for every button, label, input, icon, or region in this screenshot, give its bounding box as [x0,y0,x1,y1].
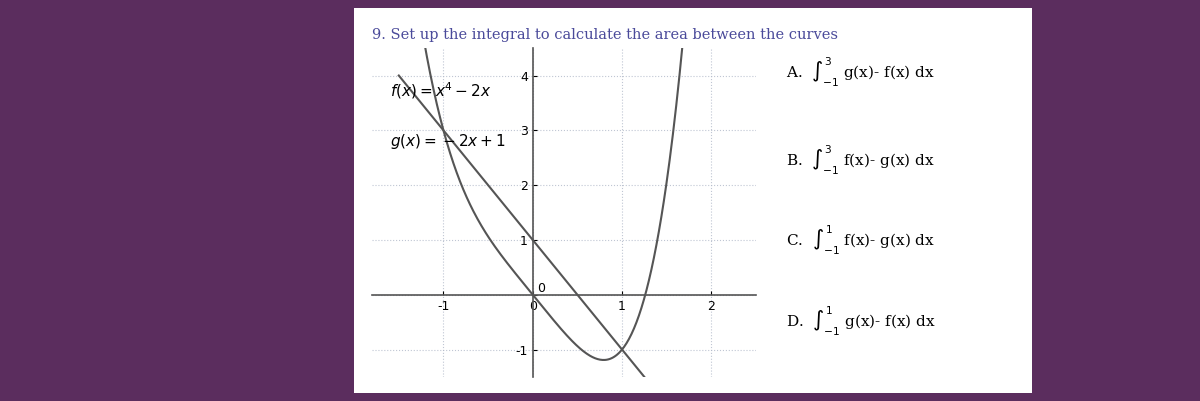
Text: 9. Set up the integral to calculate the area between the curves: 9. Set up the integral to calculate the … [372,28,838,42]
Text: A.  $\int_{-1}^{3}$ g(x)- f(x) dx: A. $\int_{-1}^{3}$ g(x)- f(x) dx [786,55,935,89]
Text: D.  $\int_{-1}^{1}$ g(x)- f(x) dx: D. $\int_{-1}^{1}$ g(x)- f(x) dx [786,304,936,338]
Text: $g(x) = -2x+1$: $g(x) = -2x+1$ [390,132,505,151]
Text: 0: 0 [538,282,545,295]
Text: $f(x) = x^4 - 2x$: $f(x) = x^4 - 2x$ [390,80,492,101]
Text: B.  $\int_{-1}^{3}$ f(x)- g(x) dx: B. $\int_{-1}^{3}$ f(x)- g(x) dx [786,144,935,177]
Text: C.  $\int_{-1}^{1}$ f(x)- g(x) dx: C. $\int_{-1}^{1}$ f(x)- g(x) dx [786,224,935,257]
